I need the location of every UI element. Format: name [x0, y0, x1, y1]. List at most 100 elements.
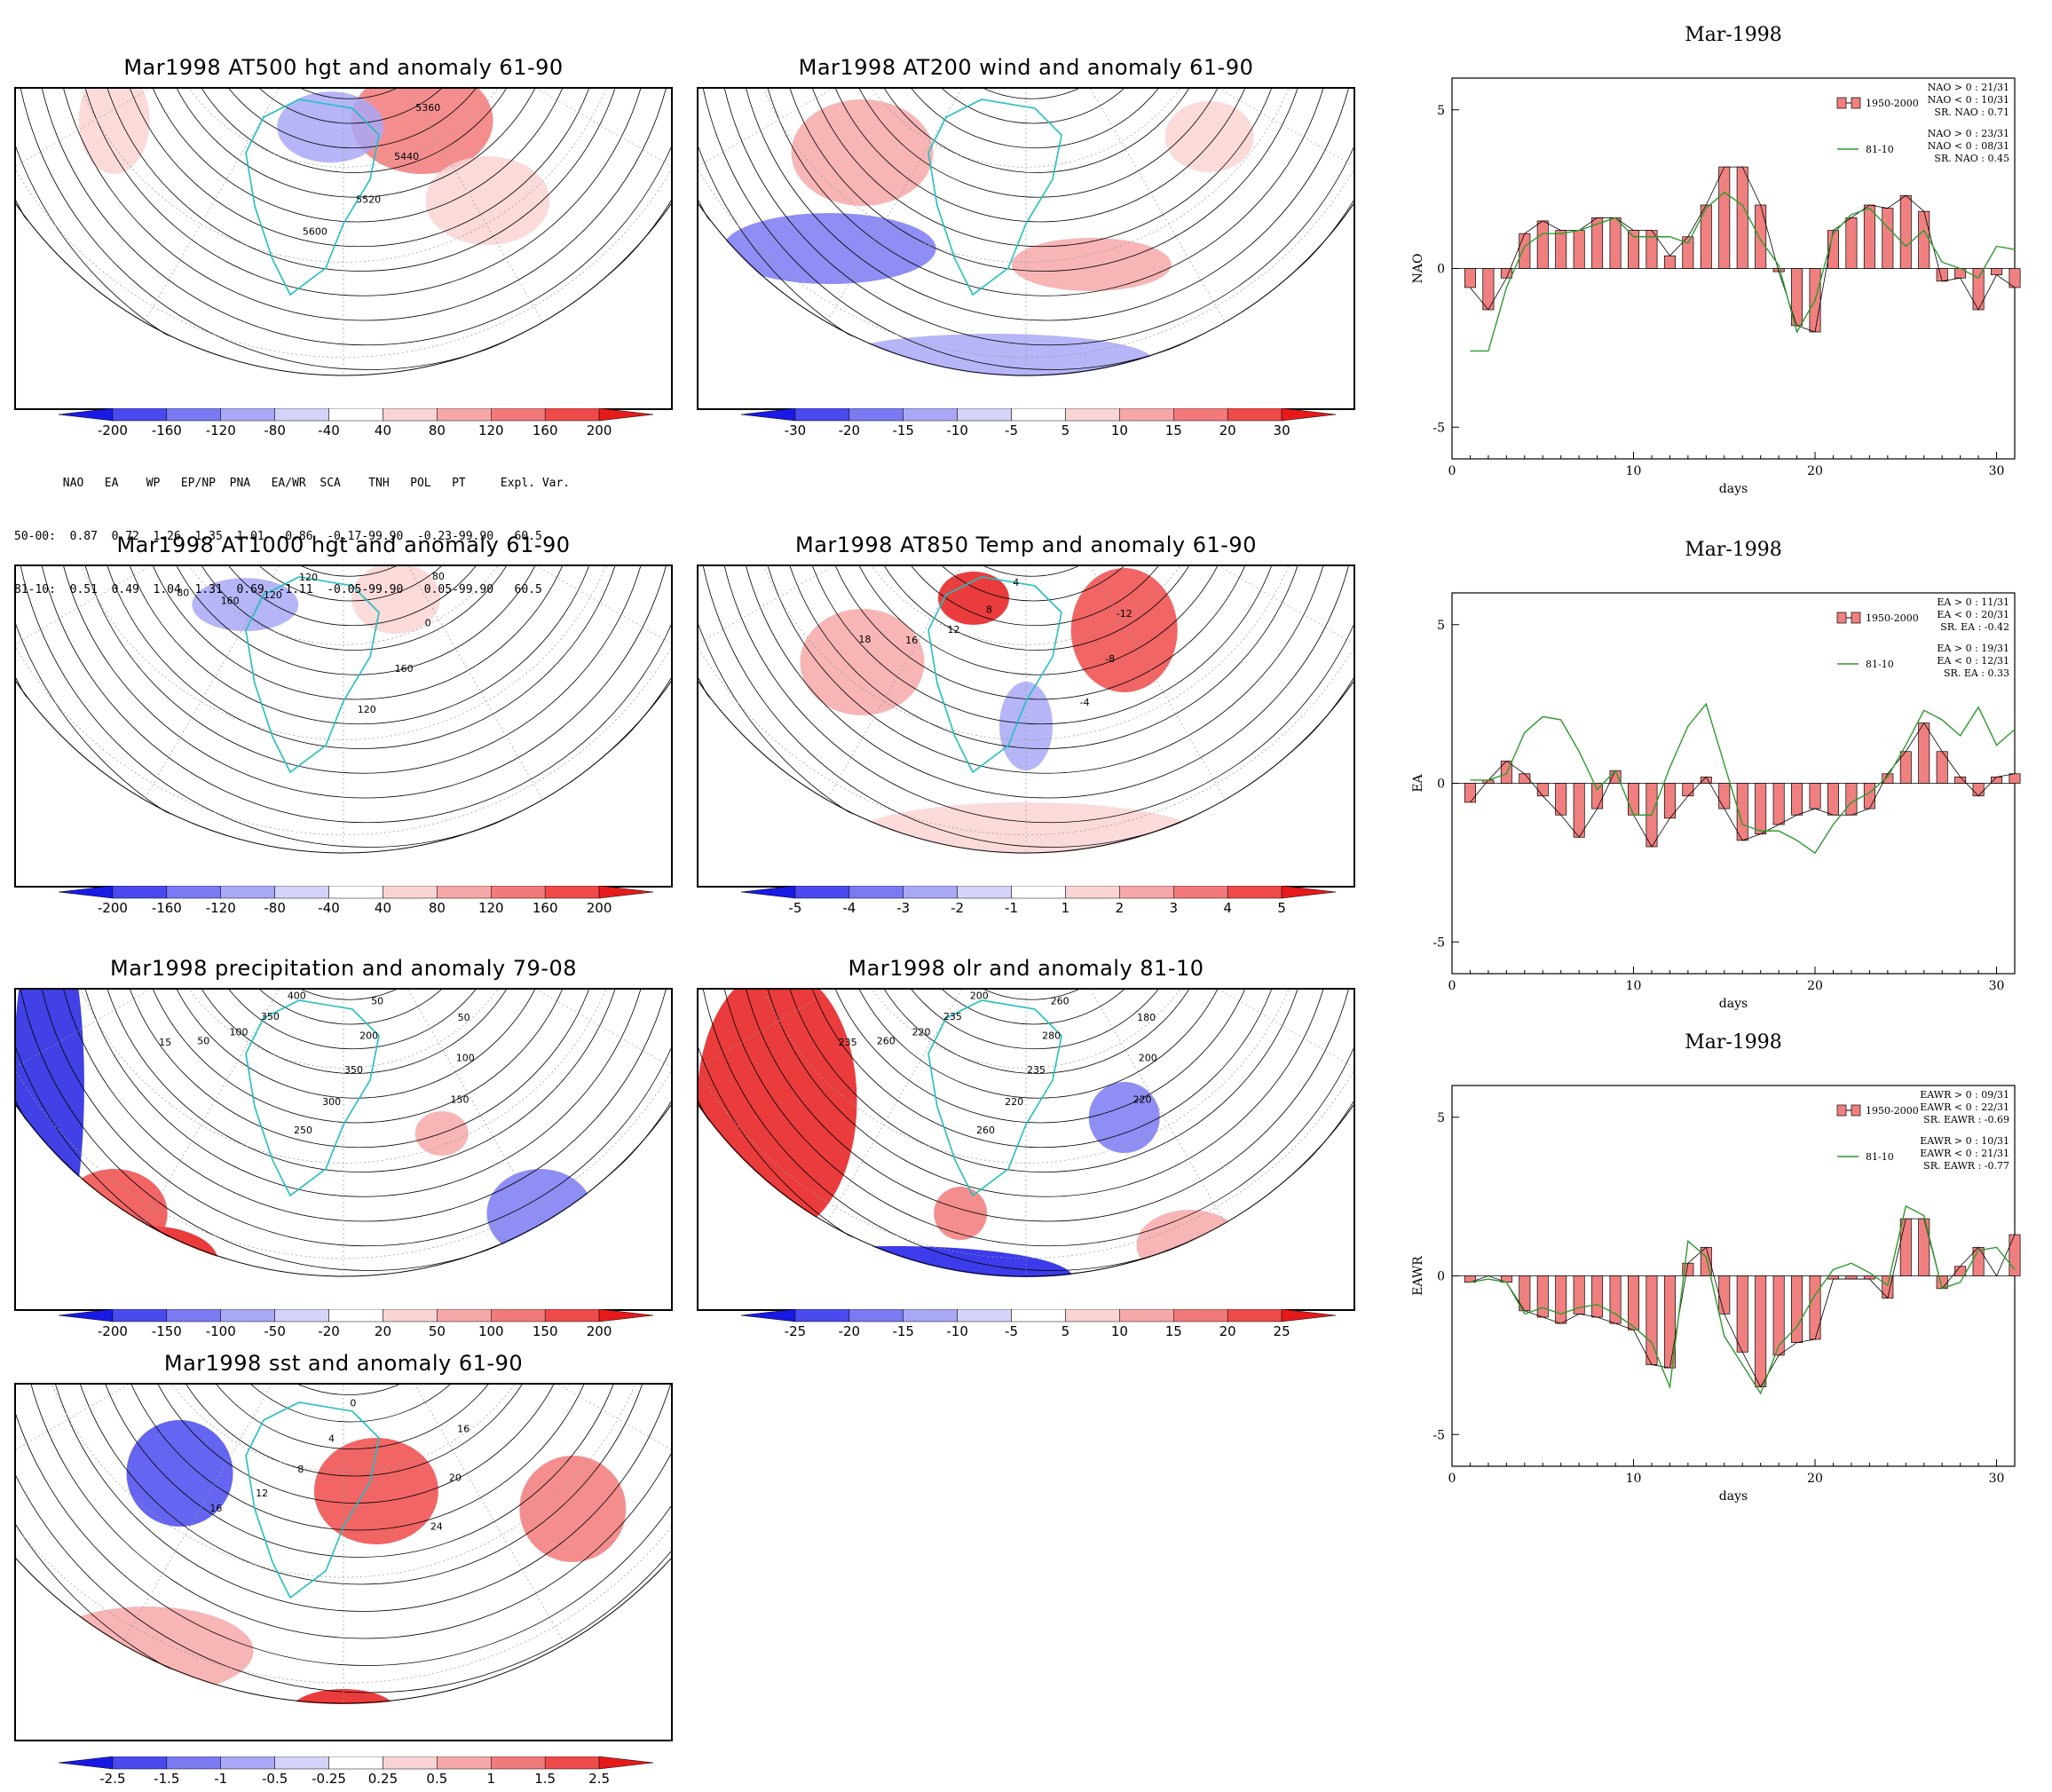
- anomaly-shading: [1136, 1210, 1243, 1277]
- legend-stat: NAO > 0 : 23/31: [1928, 128, 2009, 139]
- contour-label: 5520: [356, 194, 381, 206]
- anomaly-shading: [937, 572, 1009, 625]
- color-bar-segment: [220, 885, 275, 899]
- color-bar-tick-label: 40: [375, 900, 391, 916]
- polar-map: 50 100 150 50 200 350 300 250 400 350 100 50 15: [16, 990, 671, 1277]
- bar-5: [1536, 783, 1549, 797]
- contour-label: 20: [449, 1472, 462, 1483]
- color-bar-tick-label: 15: [1165, 422, 1182, 438]
- color-bar-tick-label: -2: [951, 900, 964, 916]
- color-bar-segment: [1011, 885, 1066, 899]
- bar-25: [1899, 1218, 1912, 1276]
- color-bar: -30 -20 -15 -10 -5 5 10 15 20 30: [732, 407, 1345, 444]
- bar-series-line: [1470, 1218, 2016, 1388]
- contour-line: [113, 89, 606, 248]
- contour-line: [133, 566, 582, 700]
- legend-stat: EAWR > 0 : 09/31: [1920, 1089, 2009, 1101]
- bar-9: [1609, 217, 1622, 269]
- legend-stat: EA > 0 : 19/31: [1937, 643, 2009, 654]
- polar-map: 16 20 24 0 4 8 12 16: [16, 1385, 671, 1704]
- bar-22: [1845, 1275, 1858, 1280]
- contour-line: [876, 89, 1194, 149]
- color-bar-segment: [598, 1308, 654, 1322]
- bar-28: [1954, 777, 1967, 784]
- contour-line: [755, 566, 1336, 774]
- legend-line-label: 81-10: [1866, 144, 1894, 155]
- legend-stat: EAWR < 0 : 22/31: [1920, 1101, 2009, 1113]
- color-bar-segment: [1065, 885, 1120, 899]
- contour-line: [896, 990, 1170, 1025]
- color-bar-segment: [491, 407, 546, 422]
- anomaly-shading: [833, 334, 1154, 376]
- anomaly-shading: [351, 89, 493, 174]
- bar-26: [1918, 1218, 1930, 1276]
- legend-stat: SR. NAO : 0.45: [1934, 153, 2009, 164]
- color-bar-tick-label: 0.5: [426, 1771, 447, 1787]
- contour-line: [174, 990, 534, 1074]
- map-title: Mar1998 precipitation and anomaly 79-08: [109, 956, 578, 981]
- color-bar-segment: [903, 885, 958, 899]
- color-bar-segment: [58, 885, 114, 899]
- legend-stat: EA < 0 : 20/31: [1937, 609, 2009, 620]
- bar-6: [1555, 230, 1567, 269]
- color-bar-tick-label: 1: [486, 1771, 495, 1787]
- anomaly-shading: [290, 1689, 397, 1704]
- color-bar-tick-label: -200: [98, 1323, 128, 1339]
- contour-label: 280: [1042, 1030, 1061, 1042]
- contour-line: [108, 1385, 607, 1531]
- table-row-81-10: 81-10: 0.51 0.49 1.04 1.31 0.69 -1.11 -0…: [14, 583, 542, 596]
- color-bar-segment: [166, 1756, 221, 1770]
- teleconnection-index-table: NAO EA WP EP/NP PNA EA/WR SCA TNH POL PT…: [14, 439, 570, 617]
- legend-line-label: 81-10: [1866, 659, 1894, 670]
- contour-line: [698, 566, 1354, 848]
- contour-label: 5440: [394, 151, 419, 162]
- color-bar-tick-label: -0.5: [262, 1771, 288, 1787]
- contour-label: 200: [359, 1030, 378, 1042]
- contour-label: 0: [425, 618, 431, 629]
- contour-label: -12: [1117, 608, 1133, 620]
- color-bar-tick-label: 2: [1116, 900, 1125, 916]
- color-bar-tick-label: -25: [785, 1323, 807, 1339]
- color-bar-tick-label: -150: [152, 1323, 182, 1339]
- map-panel-t850: Mar1998 AT850 Temp and anomaly 61-90 -12-…: [697, 533, 1355, 923]
- contour-line: [776, 89, 1312, 272]
- bar-23: [1863, 783, 1875, 809]
- color-bar-tick-label: 1: [1062, 900, 1070, 916]
- legend-bar-label: 1950-2000: [1866, 612, 1919, 624]
- color-bar-segment: [1227, 1308, 1282, 1322]
- contour-line: [16, 990, 671, 1271]
- bar-27: [1936, 268, 1948, 282]
- legend-bar-swatch: [1836, 1104, 1847, 1117]
- contour-line: [174, 566, 534, 651]
- contour-line: [52, 89, 671, 321]
- bar-22: [1845, 217, 1858, 269]
- color-bar-tick-label: 50: [429, 1323, 446, 1339]
- anomaly-shading: [1088, 1082, 1160, 1153]
- color-bar-segment: [383, 885, 438, 899]
- color-bar-tick-label: -80: [264, 900, 286, 916]
- legend-stat: SR. EA : 0.33: [1944, 667, 2009, 679]
- bar-6: [1555, 1275, 1567, 1324]
- coastline: [927, 99, 1062, 296]
- contour-label: 80: [432, 571, 445, 582]
- contour-line: [234, 89, 463, 99]
- color-bar-segment: [112, 1308, 168, 1322]
- color-bar-tick-label: 120: [478, 422, 504, 438]
- contour-line: [73, 566, 653, 774]
- color-bar-tick-label: 160: [533, 422, 558, 438]
- contour-line: [16, 89, 671, 370]
- contour-line: [113, 990, 606, 1149]
- map-title: Mar1998 AT500 hgt and anomaly 61-90: [123, 55, 564, 80]
- bar-15: [1718, 166, 1731, 269]
- contour-label: 100: [456, 1052, 475, 1063]
- bar-1: [1464, 783, 1476, 803]
- map-frame: 5360 5440 5520 5600: [14, 87, 673, 410]
- color-bar-segment: [166, 407, 221, 422]
- color-bar-segment: [437, 407, 492, 422]
- contour-line: [32, 990, 671, 1247]
- bar-24: [1882, 208, 1894, 269]
- anomaly-shading: [791, 99, 934, 206]
- legend-stat: EAWR > 0 : 10/31: [1920, 1135, 2009, 1147]
- x-axis-label: days: [1719, 482, 1748, 496]
- contour-label: -4: [1080, 697, 1090, 708]
